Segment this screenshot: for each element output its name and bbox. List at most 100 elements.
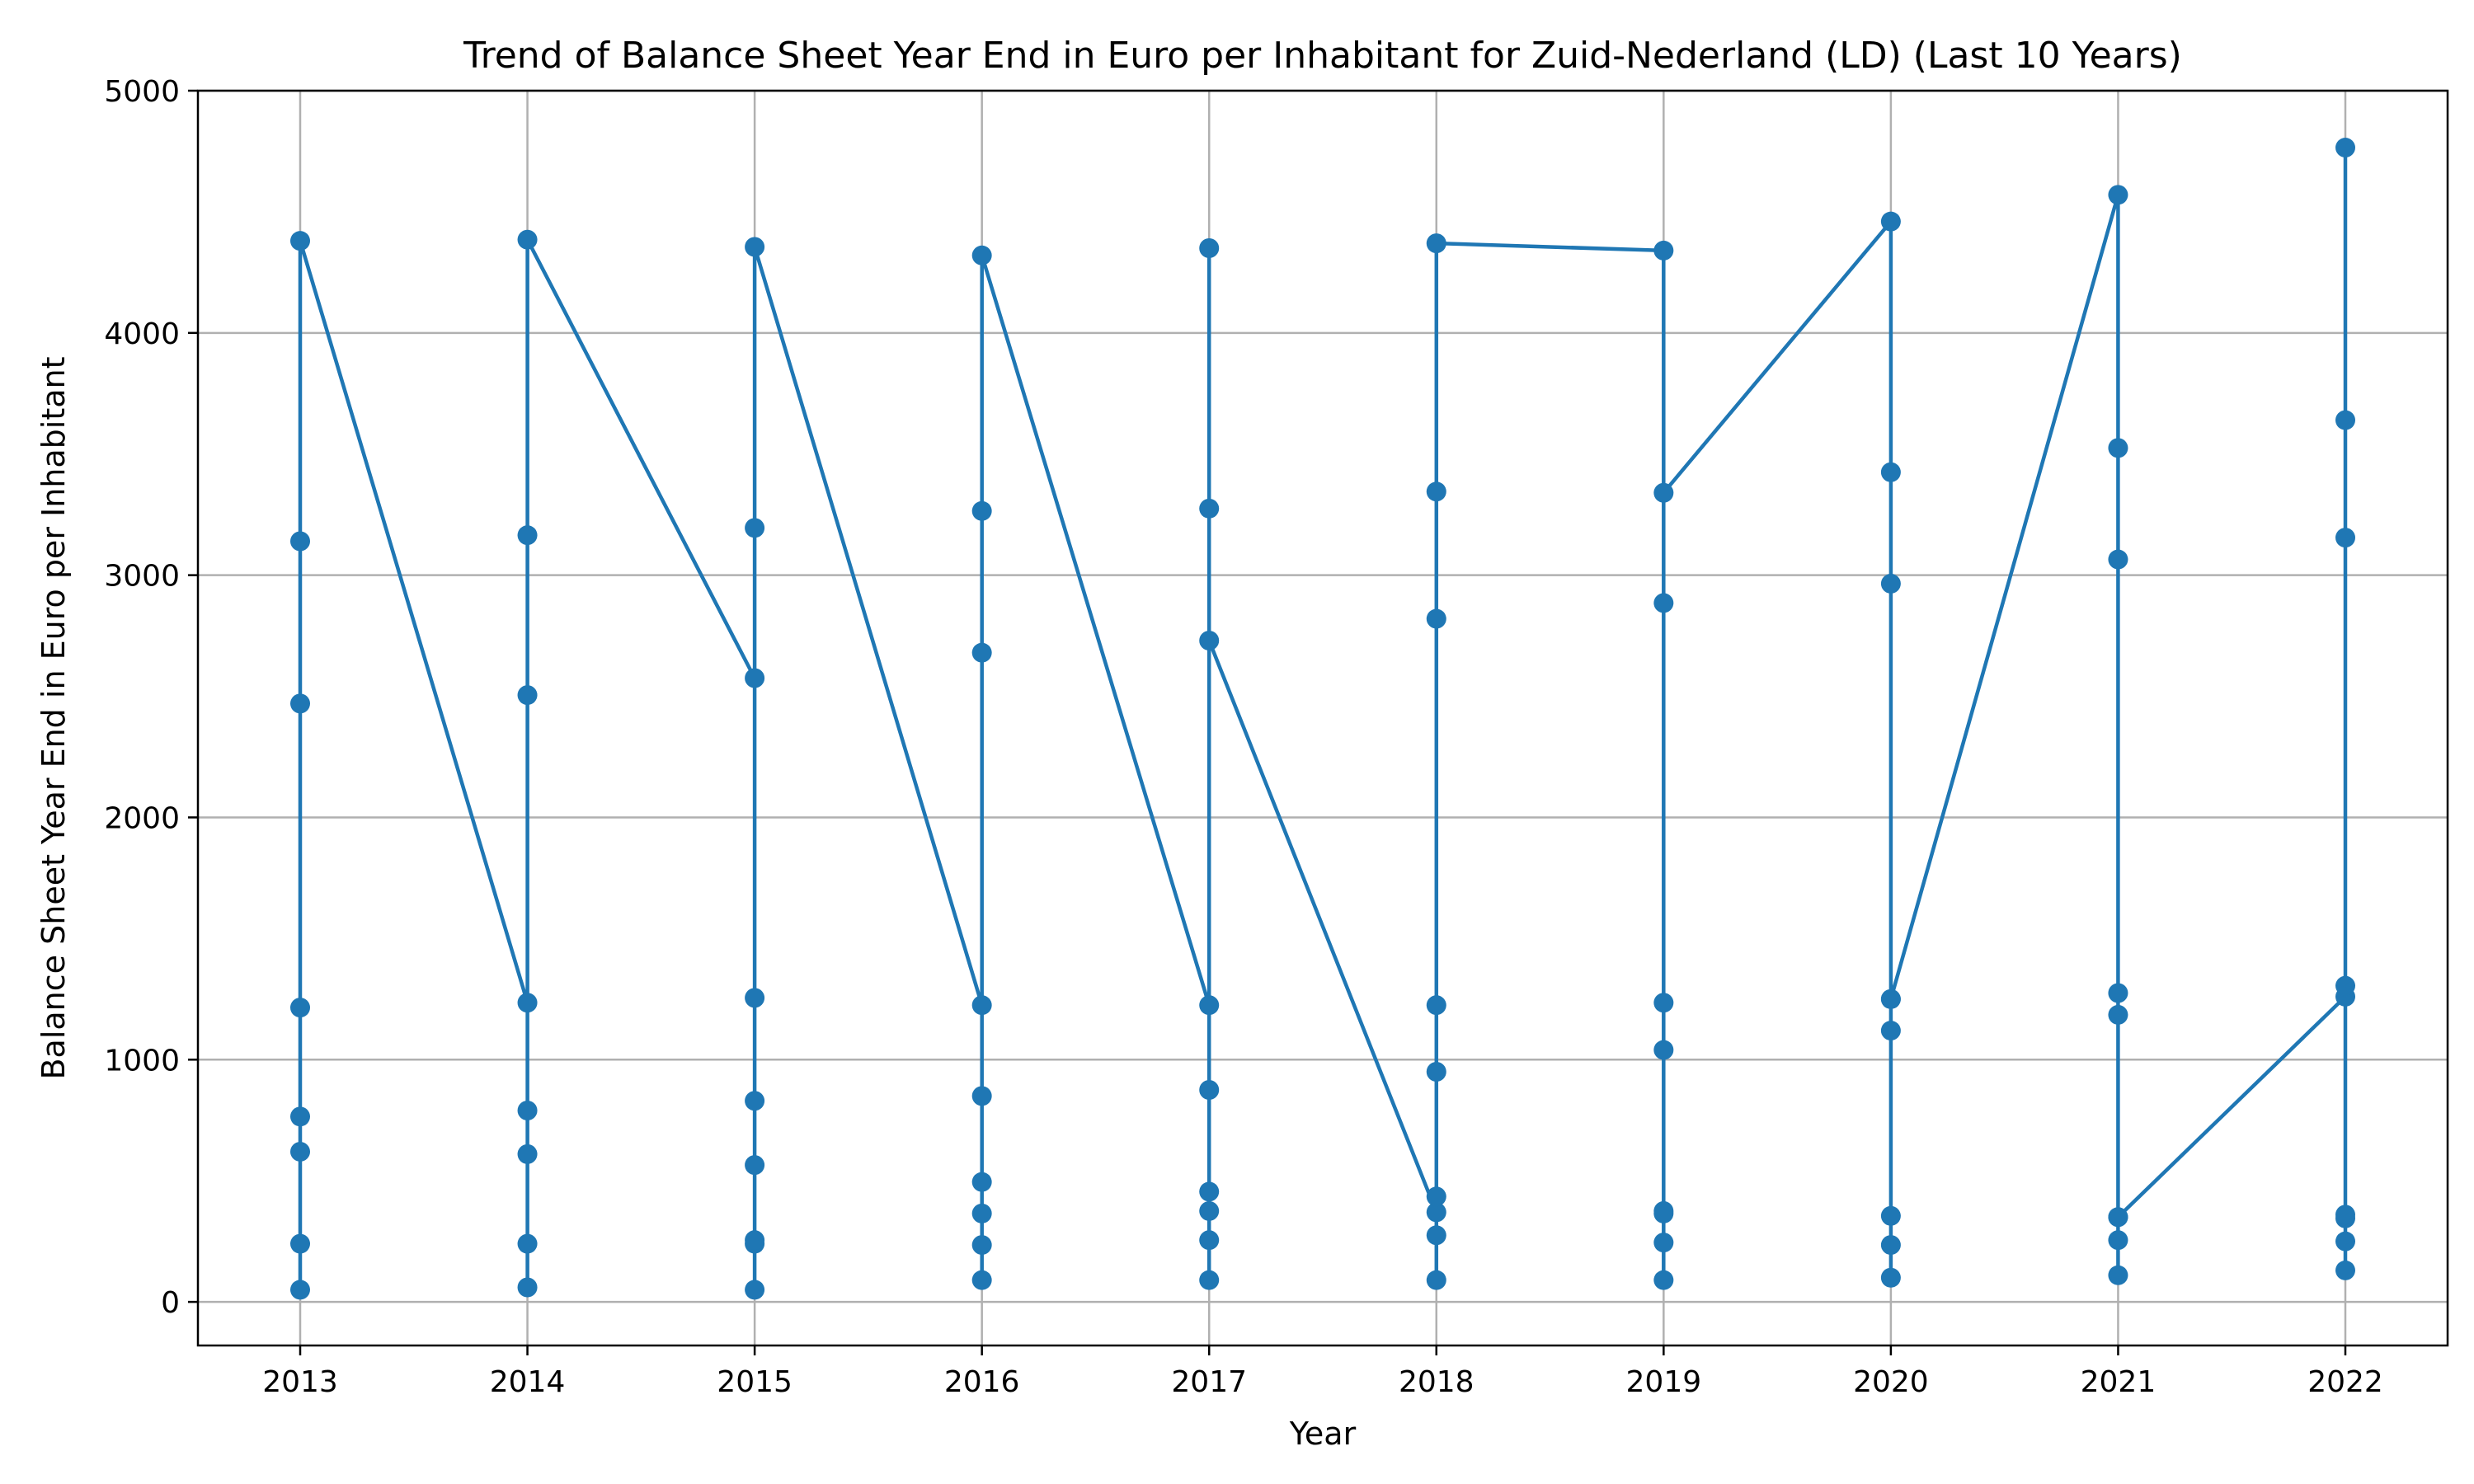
data-point xyxy=(745,518,765,538)
data-point xyxy=(517,1100,538,1120)
data-point xyxy=(745,988,765,1008)
x-tick-label: 2019 xyxy=(1626,1365,1702,1399)
data-point xyxy=(1426,1202,1446,1223)
data-point xyxy=(745,1091,765,1111)
data-point xyxy=(1426,1270,1446,1290)
x-axis-label: Year xyxy=(1289,1416,1357,1452)
data-point xyxy=(1426,1225,1446,1246)
x-tick-label: 2016 xyxy=(944,1365,1020,1399)
data-point xyxy=(745,1155,765,1176)
data-point xyxy=(1653,482,1674,503)
data-point xyxy=(290,1141,310,1162)
data-point xyxy=(971,1235,992,1256)
data-point xyxy=(1880,1235,1901,1256)
data-point xyxy=(2108,1004,2128,1025)
data-point xyxy=(1426,1061,1446,1082)
data-point xyxy=(517,1277,538,1298)
chart-title: Trend of Balance Sheet Year End in Euro … xyxy=(463,35,2182,77)
data-point xyxy=(2335,1205,2355,1225)
data-point xyxy=(517,525,538,546)
data-point xyxy=(2335,528,2355,548)
y-tick-label: 2000 xyxy=(104,801,180,835)
y-tick-label: 4000 xyxy=(104,317,180,351)
x-tick-label: 2020 xyxy=(1853,1365,1929,1399)
x-tick-label: 2014 xyxy=(490,1365,566,1399)
data-point xyxy=(2108,983,2128,1003)
y-axis-label: Balance Sheet Year End in Euro per Inhab… xyxy=(35,356,72,1079)
data-point xyxy=(1880,1021,1901,1041)
data-point xyxy=(1880,211,1901,232)
data-point xyxy=(1880,989,1901,1009)
data-point xyxy=(290,531,310,552)
data-point xyxy=(2335,410,2355,430)
data-point xyxy=(1653,1200,1674,1221)
data-point xyxy=(1653,240,1674,261)
data-point xyxy=(290,1280,310,1300)
x-tick-label: 2017 xyxy=(1171,1365,1247,1399)
data-point xyxy=(971,642,992,663)
data-point xyxy=(1199,1080,1220,1101)
x-tick-label: 2021 xyxy=(2081,1365,2157,1399)
y-tick-label: 0 xyxy=(161,1286,180,1320)
x-tick-label: 2015 xyxy=(717,1365,793,1399)
data-point xyxy=(1199,498,1220,519)
data-point xyxy=(1653,1270,1674,1290)
data-point xyxy=(290,693,310,714)
y-tick-label: 5000 xyxy=(104,75,180,109)
data-point xyxy=(1880,1205,1901,1226)
data-point xyxy=(745,1280,765,1300)
data-point xyxy=(971,1086,992,1106)
data-point xyxy=(1199,1270,1220,1290)
data-point xyxy=(2108,1265,2128,1285)
data-point xyxy=(1199,1230,1220,1251)
data-point xyxy=(2335,138,2355,158)
data-point xyxy=(971,245,992,265)
data-point xyxy=(745,668,765,688)
data-point xyxy=(1199,1181,1220,1202)
data-point xyxy=(2335,975,2355,996)
data-point xyxy=(517,1233,538,1254)
data-point xyxy=(2108,1230,2128,1251)
data-point xyxy=(1653,1040,1674,1060)
x-tick-label: 2013 xyxy=(262,1365,338,1399)
series-layer xyxy=(290,138,2355,1300)
data-point xyxy=(971,1203,992,1223)
ticks-layer: 2013 2014 2015 2016 2017 2018 2019 2020 2021 2022… xyxy=(104,75,2382,1399)
data-point xyxy=(517,685,538,706)
data-point xyxy=(290,231,310,251)
data-point xyxy=(517,229,538,250)
data-point xyxy=(971,1270,992,1290)
data-point xyxy=(1880,462,1901,482)
data-point xyxy=(2108,549,2128,570)
y-tick-label: 1000 xyxy=(104,1044,180,1078)
data-point xyxy=(971,1172,992,1192)
data-point xyxy=(1426,481,1446,502)
data-point xyxy=(1199,1200,1220,1221)
x-tick-label: 2022 xyxy=(2307,1365,2383,1399)
plot-area-frame xyxy=(196,89,2449,1347)
data-point xyxy=(1426,995,1446,1016)
data-point xyxy=(745,1230,765,1251)
data-point xyxy=(290,1233,310,1254)
data-point xyxy=(2108,438,2128,458)
data-point xyxy=(1880,1267,1901,1288)
data-point xyxy=(1426,608,1446,629)
data-point xyxy=(2335,1260,2355,1280)
data-point xyxy=(1426,1186,1446,1207)
data-point xyxy=(1199,237,1220,258)
data-point xyxy=(745,237,765,257)
x-tick-label: 2018 xyxy=(1399,1365,1475,1399)
data-point xyxy=(971,500,992,521)
data-point xyxy=(1653,993,1674,1013)
data-point xyxy=(1653,593,1674,613)
data-point xyxy=(971,995,992,1016)
data-point xyxy=(1880,573,1901,594)
y-tick-label: 3000 xyxy=(104,560,180,594)
data-point xyxy=(1199,995,1220,1016)
data-point xyxy=(1653,1233,1674,1253)
series-line xyxy=(298,148,2348,1292)
data-point xyxy=(290,1106,310,1127)
data-point xyxy=(2108,185,2128,205)
data-point xyxy=(290,998,310,1018)
